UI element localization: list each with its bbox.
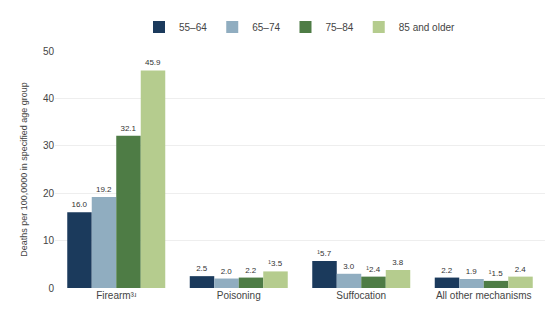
svg-text:50: 50 (43, 46, 55, 57)
svg-text:2.2: 2.2 (441, 266, 453, 275)
svg-text:45.9: 45.9 (145, 58, 161, 67)
svg-text:¹2.4: ¹2.4 (366, 265, 380, 274)
svg-text:85 and older: 85 and older (399, 22, 455, 33)
svg-text:2.2: 2.2 (245, 266, 257, 275)
svg-text:2.5: 2.5 (196, 264, 208, 273)
svg-text:¹5.7: ¹5.7 (317, 249, 331, 258)
svg-text:20: 20 (43, 188, 55, 199)
svg-text:32.1: 32.1 (120, 124, 136, 133)
svg-text:¹3.5: ¹3.5 (268, 259, 282, 268)
svg-text:0: 0 (48, 283, 54, 294)
svg-text:16.0: 16.0 (71, 200, 87, 209)
svg-text:75–84: 75–84 (325, 22, 353, 33)
svg-text:Deaths per 100,0000 in specifi: Deaths per 100,0000 in specified age gro… (19, 82, 29, 257)
svg-text:2.4: 2.4 (515, 265, 527, 274)
svg-text:Poisoning: Poisoning (217, 290, 261, 301)
svg-text:40: 40 (43, 93, 55, 104)
svg-text:55–64: 55–64 (179, 22, 207, 33)
svg-text:30: 30 (43, 140, 55, 151)
svg-text:19.2: 19.2 (96, 185, 112, 194)
svg-text:Firearm³ʴ: Firearm³ʴ (96, 290, 136, 301)
svg-text:10: 10 (43, 235, 55, 246)
svg-text:2.0: 2.0 (221, 267, 233, 276)
svg-text:All other mechanisms: All other mechanisms (436, 290, 532, 301)
svg-text:3.8: 3.8 (392, 258, 404, 267)
svg-text:3.0: 3.0 (343, 262, 355, 271)
svg-text:Suffocation: Suffocation (336, 290, 386, 301)
svg-text:¹1.5: ¹1.5 (489, 269, 503, 278)
svg-text:1.9: 1.9 (466, 267, 478, 276)
svg-text:65–74: 65–74 (252, 22, 280, 33)
